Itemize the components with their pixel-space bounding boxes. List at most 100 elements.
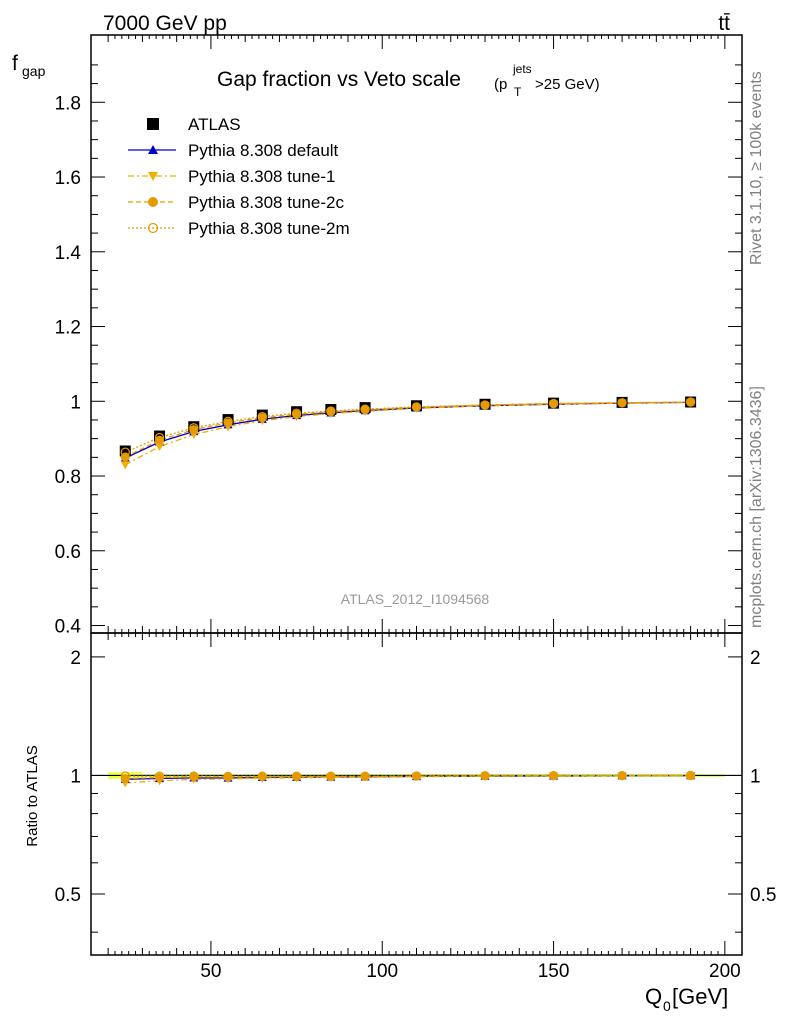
x-tick-label: 100 <box>366 961 398 982</box>
data-point <box>154 432 165 443</box>
ratio-plot-frame <box>90 632 743 956</box>
ratio-point <box>223 771 233 782</box>
ratio-point <box>189 771 199 781</box>
ratio-point <box>480 771 490 781</box>
ratio-point <box>326 772 336 782</box>
legend-label: Pythia 8.308 default <box>188 141 339 160</box>
ratio-point <box>360 771 370 781</box>
x-tick-label: 200 <box>709 961 741 982</box>
legend-marker <box>147 118 159 130</box>
final-state-label: tt̄ <box>718 12 730 35</box>
analysis-id-watermark: ATLAS_2012_I1094568 <box>341 591 490 607</box>
data-point <box>189 423 199 433</box>
ratio-point <box>120 771 130 781</box>
ratio-y-tick-label: 0.5 <box>55 885 81 906</box>
y-tick-label: 1.6 <box>55 168 81 189</box>
legend-marker <box>148 145 158 154</box>
ratio-point <box>360 771 370 781</box>
y-tick-label: 0.4 <box>55 617 82 638</box>
ratio-y-tick-label: 1 <box>70 766 81 787</box>
chart-title-p: (p <box>494 76 507 93</box>
main-series-points <box>119 396 697 470</box>
data-point <box>223 416 233 427</box>
rivet-version-label: Rivet 3.1.10, ≥ 100k events <box>748 71 765 265</box>
legend-marker <box>148 197 158 207</box>
ratio-y-tick-label-right: 2 <box>750 648 761 669</box>
y-tick-label: 1.2 <box>55 318 81 339</box>
ratio-point <box>548 770 559 781</box>
ratio-point <box>549 771 559 781</box>
ratio-point <box>257 772 267 782</box>
ratio-point <box>617 771 627 781</box>
x-axis-label-unit: [GeV] <box>672 984 728 1009</box>
ratio-y-tick-label-right: 0.5 <box>750 885 776 906</box>
data-point <box>617 398 627 408</box>
data-point <box>480 400 490 410</box>
data-point <box>120 447 130 457</box>
legend: ATLAS Pythia 8.308 default Pythia 8.308 tu… <box>128 115 350 238</box>
chart-title-tail: >25 GeV) <box>535 76 600 93</box>
y-tick-label: 0.8 <box>55 467 81 488</box>
chart-title-subscript: T <box>514 85 522 99</box>
ratio-point <box>686 770 696 780</box>
main-panel: 0.4 0.6 0.8 1 1.2 1.4 1.6 1.8 <box>55 34 743 638</box>
legend-label: Pythia 8.308 tune-2c <box>188 193 344 212</box>
data-point <box>549 399 559 409</box>
main-series-lines <box>124 401 691 466</box>
legend-label: Pythia 8.308 tune-2m <box>188 219 350 238</box>
series-line <box>124 401 691 459</box>
chart-title: Gap fraction vs Veto scale (p T jets >25… <box>217 62 600 99</box>
data-point <box>360 404 370 414</box>
data-point <box>120 452 130 462</box>
ratio-point <box>480 771 490 781</box>
ratio-point <box>120 774 130 784</box>
legend-marker <box>147 222 159 234</box>
data-point <box>155 435 165 445</box>
data-point <box>326 406 336 416</box>
ratio-point <box>411 771 422 781</box>
data-point <box>480 400 490 410</box>
x-tick-labels: 50 100 150 200 <box>200 961 740 982</box>
y-tick-label: 1.8 <box>55 93 81 114</box>
data-point <box>189 425 199 435</box>
data-point <box>411 402 422 412</box>
mcplots-reference-label: mcplots.cern.ch [arXiv:1306.3436] <box>748 386 765 628</box>
ratio-point <box>412 771 421 781</box>
y-axis-label-sub: gap <box>22 63 46 79</box>
x-axis-label: Q 0 [GeV] <box>645 984 728 1014</box>
legend-label: ATLAS <box>188 115 241 134</box>
series-line <box>124 401 691 466</box>
ratio-y-tick-label: 2 <box>70 648 81 669</box>
ratio-y-tick-label-right: 1 <box>750 766 761 787</box>
chart-title-superscript: jets <box>512 62 532 76</box>
series-line <box>124 401 691 458</box>
legend-marker <box>148 172 158 181</box>
ratio-series-points <box>120 770 696 788</box>
data-point <box>155 442 165 451</box>
y-tick-label: 0.6 <box>55 542 81 563</box>
ratio-point <box>291 771 302 781</box>
ratio-point <box>617 770 627 781</box>
x-axis-label-sub: 0 <box>663 998 671 1014</box>
y-tick-label: 1 <box>70 392 81 413</box>
ratio-point <box>154 771 165 781</box>
y-axis-label: f gap <box>12 52 46 79</box>
data-point <box>412 402 421 412</box>
data-point <box>686 397 696 407</box>
data-point <box>548 398 559 409</box>
data-point <box>617 398 627 408</box>
process-label: 7000 GeV pp <box>103 12 227 35</box>
x-tick-label: 50 <box>200 961 221 982</box>
ratio-point <box>326 771 336 781</box>
x-axis-label-main: Q <box>645 984 662 1009</box>
data-point <box>685 397 696 407</box>
ratio-point <box>292 772 302 782</box>
y-axis-label-main: f <box>12 52 18 75</box>
data-point <box>257 411 267 422</box>
ratio-axes-ticks: 0.5 0.5 1 1 2 2 <box>55 633 776 955</box>
ratio-y-axis-label: Ratio to ATLAS <box>24 745 41 846</box>
data-point <box>119 445 131 457</box>
chart-title-main: Gap fraction vs Veto scale <box>217 68 461 91</box>
data-point <box>120 461 130 470</box>
